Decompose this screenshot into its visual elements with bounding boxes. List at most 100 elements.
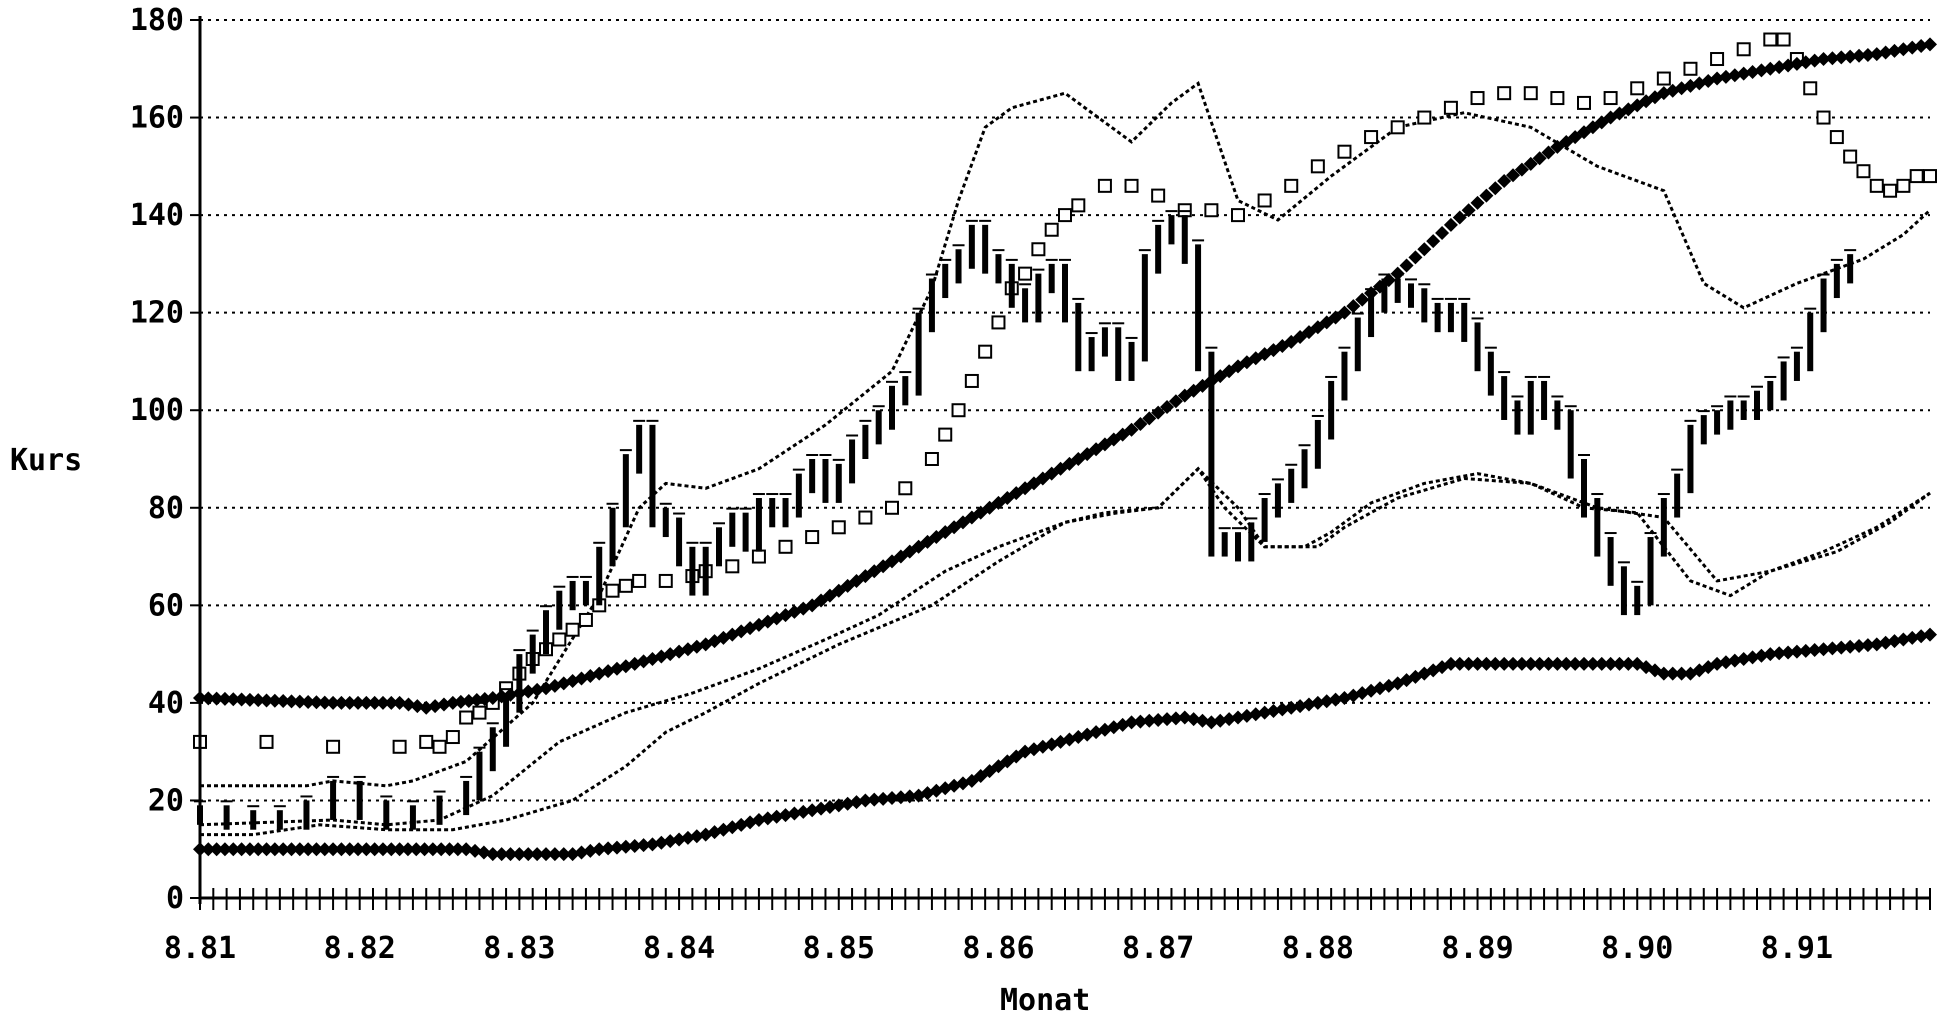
- diamond-marker: [392, 695, 407, 710]
- diamond-marker: [1727, 68, 1742, 83]
- diamond-marker: [778, 808, 793, 823]
- diamond-marker: [442, 842, 457, 857]
- diamond-marker: [663, 834, 678, 849]
- bar-marker: [1008, 263, 1015, 308]
- square-marker: [1337, 144, 1352, 159]
- diamond-marker: [1142, 713, 1157, 728]
- diamond-marker: [1532, 656, 1547, 671]
- square-marker: [565, 622, 580, 637]
- diamond-marker: [1745, 650, 1760, 665]
- y-tick-label: 60: [148, 588, 184, 623]
- y-tick-label: 40: [148, 686, 184, 721]
- diamond-marker: [434, 842, 449, 857]
- square-marker: [259, 734, 274, 749]
- diamond-marker: [375, 695, 390, 710]
- square-marker: [1883, 183, 1898, 198]
- diamond-marker: [342, 842, 357, 857]
- diamond-marker: [1151, 405, 1166, 420]
- bar-marker: [702, 546, 709, 596]
- bar-marker: [1607, 537, 1614, 586]
- bar-marker: [489, 727, 496, 772]
- diamond-marker: [1470, 195, 1485, 210]
- diamond-marker: [284, 694, 299, 709]
- diamond-marker: [326, 695, 341, 710]
- square-marker: [924, 452, 939, 466]
- square-marker: [459, 710, 474, 725]
- bar-marker: [928, 278, 935, 333]
- diamond-marker: [326, 842, 341, 857]
- bar-marker: [1301, 449, 1308, 489]
- bar-marker: [1567, 410, 1574, 479]
- diamond-marker: [1346, 299, 1361, 314]
- diamond-marker: [334, 695, 349, 710]
- diamond-marker: [1869, 637, 1884, 652]
- bar-marker: [1421, 288, 1428, 323]
- x-tick-label: 8.81: [164, 931, 236, 966]
- axes: [190, 16, 1931, 910]
- diamond-marker: [309, 842, 324, 857]
- square-marker: [445, 730, 460, 745]
- diamond-marker: [680, 830, 695, 845]
- y-axis-title: Kurs: [10, 443, 82, 478]
- bar-marker: [795, 473, 802, 518]
- diamond-marker: [276, 842, 291, 857]
- diamond-marker: [530, 847, 545, 862]
- diamond-marker: [601, 841, 616, 856]
- bar-marker: [1341, 351, 1348, 401]
- square-marker: [938, 427, 953, 442]
- diamond-marker: [1328, 692, 1343, 707]
- diamond-marker: [1231, 710, 1245, 725]
- square-marker: [1710, 52, 1725, 67]
- diamond-marker: [453, 694, 468, 709]
- square-marker: [1577, 95, 1591, 110]
- diamond-marker: [292, 694, 307, 709]
- bar-marker: [1847, 254, 1854, 284]
- diamond-marker: [1275, 702, 1290, 717]
- diamond-marker: [530, 682, 545, 697]
- diamond-marker: [1710, 656, 1725, 671]
- bar-marker: [1022, 288, 1029, 323]
- bar-marker: [1674, 473, 1681, 518]
- bar-marker: [995, 254, 1002, 284]
- square-marker: [898, 481, 913, 496]
- bar-marker: [516, 654, 523, 713]
- y-tick-label: 180: [130, 3, 184, 38]
- diamond-marker: [1266, 704, 1281, 719]
- diamond-marker: [618, 839, 633, 854]
- bar-marker: [809, 459, 816, 494]
- diamond-marker: [461, 693, 476, 708]
- square-marker: [1656, 71, 1671, 86]
- diamond-marker: [849, 795, 864, 810]
- square-marker: [1018, 266, 1033, 281]
- bar-marker: [689, 546, 696, 596]
- square-marker: [1058, 208, 1072, 223]
- diamond-marker: [1923, 627, 1937, 642]
- diamond-marker: [885, 791, 899, 806]
- diamond-marker: [301, 842, 316, 857]
- diamond-marker: [1843, 49, 1858, 64]
- bar-marker: [1541, 380, 1548, 420]
- square-marker: [1151, 188, 1166, 203]
- square-marker: [725, 559, 740, 574]
- diamond-marker: [1461, 203, 1476, 218]
- diamond-marker: [1470, 656, 1485, 671]
- bar-marker: [1620, 566, 1627, 616]
- square-marker: [1923, 169, 1937, 184]
- diamond-marker: [1195, 713, 1210, 728]
- bar-marker: [1754, 390, 1760, 420]
- diamond-marker: [1789, 56, 1804, 71]
- diamond-marker: [1718, 655, 1733, 670]
- diamond-marker: [301, 694, 316, 709]
- diamond-marker: [409, 842, 424, 857]
- square-marker: [1856, 164, 1871, 179]
- square-marker: [1284, 178, 1299, 193]
- diamond-marker: [1523, 656, 1538, 671]
- bar-marker: [582, 580, 589, 606]
- diamond-marker: [1479, 188, 1494, 203]
- y-tick-label: 100: [130, 393, 184, 428]
- diamond-marker: [1905, 630, 1920, 645]
- y-tick-label: 0: [166, 881, 184, 916]
- diamond-marker: [1887, 634, 1902, 649]
- bar-marker: [1833, 263, 1840, 299]
- bar-marker: [503, 693, 510, 747]
